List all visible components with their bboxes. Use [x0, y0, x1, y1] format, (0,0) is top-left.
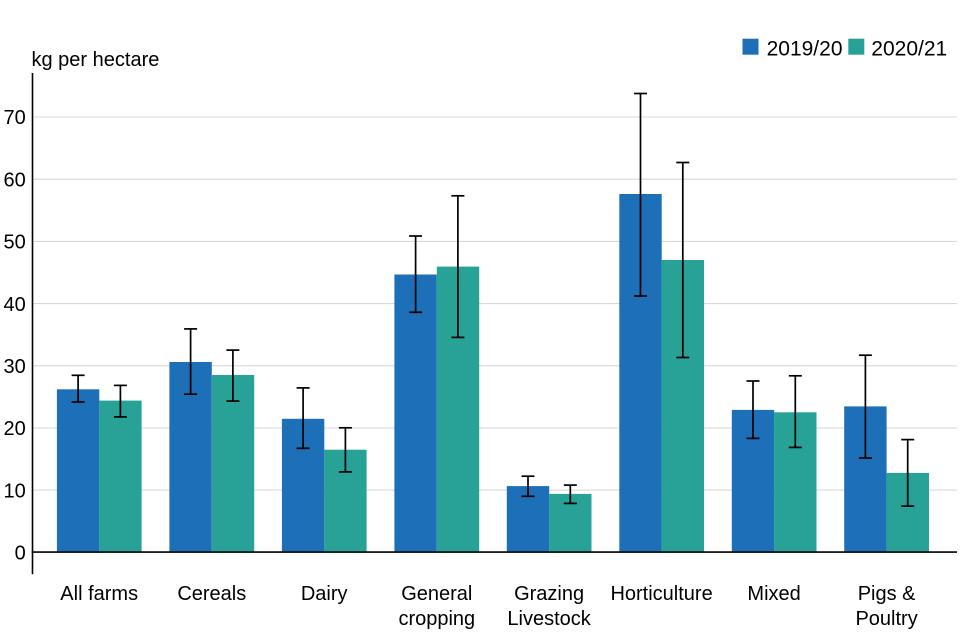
- svg-text:General: General: [401, 583, 472, 605]
- svg-text:70: 70: [4, 107, 26, 129]
- svg-text:40: 40: [4, 294, 26, 316]
- svg-text:0: 0: [15, 543, 26, 565]
- svg-text:cropping: cropping: [398, 608, 475, 630]
- svg-text:2020/21: 2020/21: [871, 38, 947, 61]
- svg-text:Pigs &: Pigs &: [858, 583, 916, 605]
- svg-text:Livestock: Livestock: [507, 608, 591, 630]
- svg-text:All farms: All farms: [60, 583, 138, 605]
- svg-text:30: 30: [4, 356, 26, 378]
- svg-text:Horticulture: Horticulture: [610, 583, 712, 605]
- svg-text:50: 50: [4, 232, 26, 254]
- svg-text:Mixed: Mixed: [747, 583, 800, 605]
- svg-text:2019/20: 2019/20: [767, 38, 843, 61]
- svg-text:20: 20: [4, 418, 26, 440]
- svg-text:Dairy: Dairy: [301, 583, 348, 605]
- svg-text:Cereals: Cereals: [177, 583, 246, 605]
- svg-text:kg per hectare: kg per hectare: [32, 49, 160, 71]
- svg-text:Grazing: Grazing: [514, 583, 584, 605]
- svg-text:Poultry: Poultry: [855, 608, 917, 630]
- svg-text:60: 60: [4, 169, 26, 191]
- svg-text:10: 10: [4, 480, 26, 502]
